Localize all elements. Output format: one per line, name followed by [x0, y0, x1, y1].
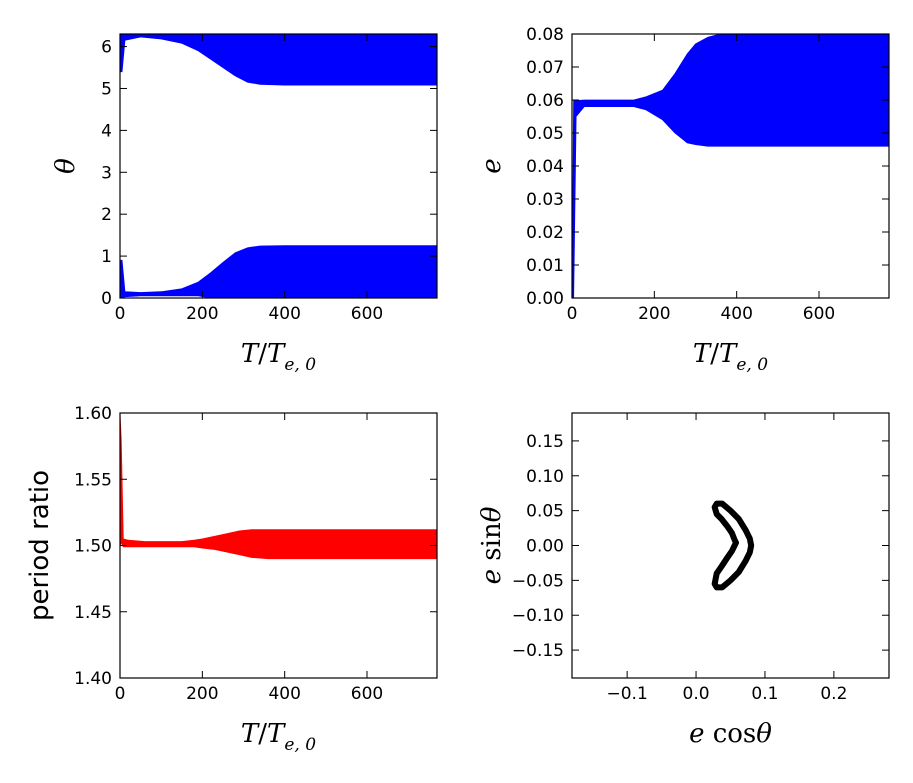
x-tick-label: 400 [268, 684, 300, 704]
y-tick-label: 0.05 [526, 124, 564, 144]
plot-area-theta [120, 34, 437, 298]
y-tick-label: 0 [101, 289, 112, 309]
y-tick-label: 2 [101, 205, 112, 225]
panel-phase_space: −0.1 0.0 0.1 0.2 −0.15 −0.10 −0.05 0.00 0.05 0.10… [477, 412, 890, 749]
y-tick-label: 6 [101, 38, 112, 58]
y-axis-label: e sinθ [477, 506, 507, 584]
y-tick-label: 1 [101, 247, 112, 267]
y-axis-label: period ratio [25, 470, 55, 621]
y-tick-label: 0.03 [526, 190, 564, 210]
x-tick-label: 200 [186, 684, 218, 704]
y-tick-label: 0.04 [526, 157, 564, 177]
series-band-eccentricity-0 [572, 34, 889, 298]
series-band-period_ratio-0 [120, 413, 437, 560]
x-tick-label: 0.0 [683, 684, 710, 704]
y-tick-label: 0.00 [526, 537, 564, 557]
x-tick-label: 400 [268, 304, 300, 324]
axes-frame-theta [119, 33, 438, 299]
y-tick-label: 0.06 [526, 91, 564, 111]
axes-frame-phase_space [571, 412, 890, 679]
x-tick-label: 0 [115, 684, 126, 704]
y-tick-label: 1.45 [74, 603, 112, 623]
y-tick-label: 0.05 [526, 502, 564, 522]
panel-eccentricity: 0 200 400 600 0.00 0.01 0.02 0.03 0.04 0.05 0.06 0.… [477, 25, 890, 375]
x-tick-label: 0.2 [820, 684, 847, 704]
x-tick-label: 200 [186, 304, 218, 324]
y-tick-label: −0.15 [512, 641, 564, 661]
y-tick-label: 0.02 [526, 223, 564, 243]
y-tick-label: 1.60 [74, 404, 112, 424]
x-tick-label: 400 [720, 304, 752, 324]
y-tick-label: 0.08 [526, 25, 564, 45]
y-tick-label: 3 [101, 163, 112, 183]
x-tick-label: 600 [351, 684, 383, 704]
x-tick-label: 600 [351, 304, 383, 324]
y-tick-label: 0.10 [526, 467, 564, 487]
plot-area-period_ratio [120, 413, 437, 560]
y-axis-label: θ [51, 158, 81, 174]
y-tick-label: 1.50 [74, 537, 112, 557]
y-tick-label: 0.15 [526, 432, 564, 452]
y-tick-label: −0.10 [512, 606, 564, 626]
x-axis-label: e cosθ [689, 719, 772, 749]
panel-period_ratio: 0 200 400 600 1.40 1.45 1.50 1.55 1.60 T/Te, 0 per… [25, 404, 438, 755]
x-axis-label: T/Te, 0 [241, 339, 316, 375]
series-band-theta-1 [120, 34, 437, 86]
x-tick-label: 0 [567, 304, 578, 324]
y-tick-label: 0.07 [526, 58, 564, 78]
x-tick-label: 600 [803, 304, 835, 324]
plot-area-phase_space [711, 500, 755, 591]
y-tick-label: 1.55 [74, 470, 112, 490]
y-tick-label: 5 [101, 79, 112, 99]
y-tick-label: −0.05 [512, 571, 564, 591]
x-tick-label: −0.1 [606, 684, 647, 704]
series-band-theta-0 [120, 245, 437, 298]
y-axis-label: e [477, 158, 507, 173]
y-tick-label: 0.00 [526, 289, 564, 309]
panel-theta: 0 200 400 600 0 1 2 3 4 5 6 T/Te, 0 θ [51, 33, 438, 375]
y-tick-label: 0.01 [526, 256, 564, 276]
x-axis-label: T/Te, 0 [241, 719, 316, 755]
x-tick-label: 0 [115, 304, 126, 324]
series-trajectory-phase_space-0 [711, 500, 755, 591]
y-tick-label: 4 [101, 121, 112, 141]
y-tick-label: 1.40 [74, 669, 112, 689]
x-tick-label: 200 [638, 304, 670, 324]
x-tick-label: 0.1 [751, 684, 778, 704]
x-axis-label: T/Te, 0 [693, 339, 768, 375]
plot-area-eccentricity [572, 34, 889, 298]
